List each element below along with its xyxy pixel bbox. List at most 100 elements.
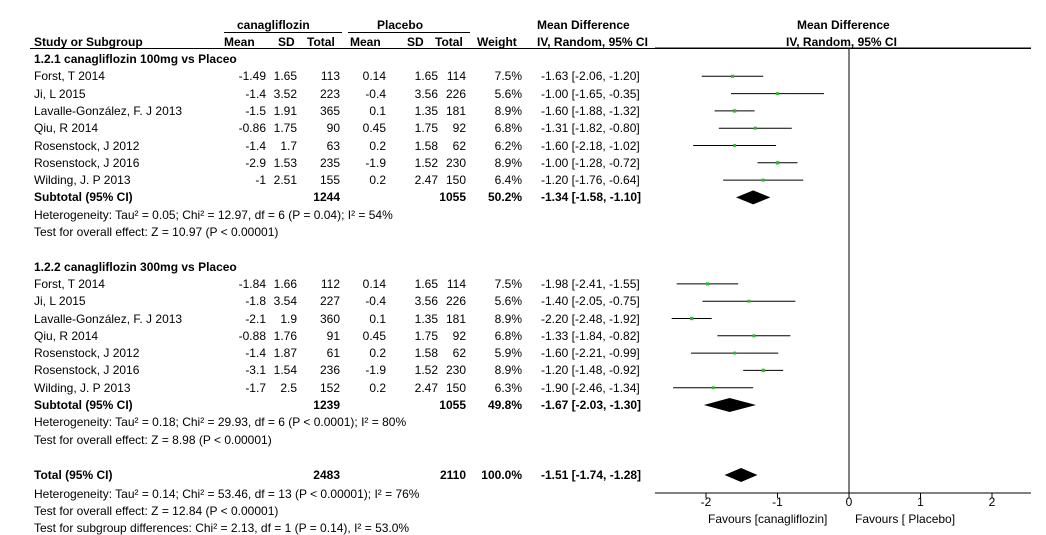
point-estimate [775, 161, 780, 165]
study-ci: -1.20 [-1.48, -0.92] [541, 363, 640, 378]
subtotal-n1: 1239 [313, 398, 340, 412]
study-sd2: 1.65 [414, 276, 438, 291]
study-m2: 0.14 [362, 69, 386, 84]
subtotal-ci: -1.67 [-2.03, -1.30] [541, 398, 642, 412]
x-tick-label: 0 [846, 495, 853, 509]
col-total1: Total [307, 35, 335, 49]
point-estimate [730, 74, 735, 78]
study-name: Lavalle-González, F. J 2013 [34, 311, 183, 326]
md-title-left: Mean Difference [537, 18, 630, 32]
study-n1: 155 [319, 173, 340, 188]
experimental-group-header: canagliflozin [237, 18, 310, 32]
study-sd1: 2.51 [273, 173, 297, 188]
study-ci: -1.60 [-2.21, -0.99] [541, 346, 640, 361]
summary-diamond [724, 468, 758, 482]
study-sd1: 1.75 [273, 121, 297, 136]
point-estimate [733, 144, 737, 147]
study-sd1: 3.54 [273, 294, 297, 309]
study-sd2: 3.56 [414, 86, 438, 101]
total-label: Total (95% CI) [34, 468, 113, 482]
subtotal-n1: 1244 [313, 190, 340, 205]
study-sd1: 1.87 [273, 346, 297, 361]
col-ci-left: IV, Random, 95% CI [537, 35, 648, 49]
study-sd2: 1.75 [414, 121, 438, 136]
md-title-right: Mean Difference [797, 18, 890, 32]
study-sd2: 2.47 [414, 173, 438, 188]
x-tick-label: -2 [701, 495, 712, 509]
study-ci: -1.00 [-1.28, -0.72] [541, 155, 640, 170]
study-ci: -1.31 [-1.82, -0.80] [541, 121, 640, 136]
subtotal-label: Subtotal (95% CI) [34, 190, 133, 205]
study-name: Forst, T 2014 [34, 69, 105, 84]
study-m2: -1.9 [365, 363, 386, 378]
study-n1: 365 [319, 103, 340, 118]
overall-effect-text: Test for overall effect: Z = 10.97 (P < … [34, 225, 279, 239]
study-ci: -1.20 [-1.76, -0.64] [541, 173, 640, 188]
study-sd1: 1.54 [273, 363, 297, 378]
x-tick-label: -1 [772, 495, 783, 509]
study-n2: 226 [445, 294, 466, 309]
study-name: Rosenstock, J 2012 [34, 138, 140, 153]
study-n2: 92 [452, 121, 466, 136]
exp-group-rule [224, 32, 342, 33]
study-ci: -1.00 [-1.65, -0.35] [541, 86, 640, 101]
x-tick-label: 1 [917, 495, 924, 509]
study-n1: 61 [326, 346, 340, 361]
study-name: Qiu, R 2014 [34, 121, 99, 136]
study-m1: -2.1 [245, 311, 266, 326]
study-sd2: 1.52 [414, 155, 438, 170]
col-study: Study or Subgroup [34, 35, 143, 49]
study-n2: 150 [445, 380, 466, 395]
subgroup-title: 1.2.1 canagliflozin 100mg vs Placeo [34, 52, 237, 66]
study-name: Forst, T 2014 [34, 276, 105, 291]
study-sd1: 1.9 [280, 311, 297, 326]
point-estimate [711, 386, 715, 390]
col-sd2: SD [407, 35, 424, 49]
point-estimate [747, 299, 751, 303]
study-w: 8.9% [494, 311, 522, 326]
point-estimate [776, 92, 779, 96]
point-estimate [761, 178, 765, 182]
col-sd1: SD [278, 35, 295, 49]
study-m2: 0.45 [362, 328, 386, 343]
study-n2: 114 [446, 69, 466, 84]
subtotal-label: Subtotal (95% CI) [34, 398, 133, 412]
study-sd2: 1.75 [414, 328, 438, 343]
subgroup-title: 1.2.2 canagliflozin 300mg vs Placeo [34, 259, 237, 274]
study-n2: 230 [445, 155, 466, 170]
study-name: Ji, L 2015 [34, 294, 86, 309]
study-sd1: 2.5 [280, 380, 297, 395]
study-ci: -1.63 [-2.06, -1.20] [541, 69, 640, 84]
study-m2: 0.2 [369, 346, 386, 361]
study-m2: -1.9 [365, 155, 386, 170]
study-n1: 91 [326, 328, 340, 343]
study-n2: 62 [452, 346, 466, 361]
study-w: 5.6% [494, 86, 522, 101]
study-name: Wilding, J. P 2013 [34, 380, 131, 395]
study-n2: 181 [445, 311, 466, 326]
study-m1: -1.49 [238, 69, 266, 84]
summary-diamond [703, 398, 757, 412]
study-sd1: 1.65 [273, 69, 297, 84]
study-m2: 0.45 [362, 121, 386, 136]
total-overall-effect: Test for overall effect: Z = 12.84 (P < … [34, 504, 279, 518]
study-m1: -1.7 [245, 380, 266, 395]
total-w: 100.0% [481, 468, 522, 482]
subtotal-n2: 1055 [439, 398, 466, 412]
col-mean2: Mean [350, 35, 381, 49]
study-m2: -0.4 [365, 294, 386, 309]
point-estimate [753, 126, 757, 130]
study-m1: -0.86 [238, 121, 266, 136]
study-sd1: 1.7 [280, 138, 297, 153]
study-sd2: 3.56 [414, 294, 438, 309]
study-ci: -1.90 [-2.46, -1.34] [541, 380, 640, 395]
heterogeneity-text: Heterogeneity: Tau² = 0.05; Chi² = 12.97… [34, 207, 393, 222]
total-n2: 2110 [439, 468, 466, 482]
study-n1: 113 [320, 69, 340, 84]
col-total2: Total [435, 35, 463, 49]
study-n1: 235 [319, 155, 340, 170]
study-sd1: 1.66 [273, 276, 297, 291]
study-sd1: 1.53 [273, 155, 297, 170]
ctl-group-rule [348, 32, 470, 33]
study-m2: 0.14 [362, 276, 386, 291]
